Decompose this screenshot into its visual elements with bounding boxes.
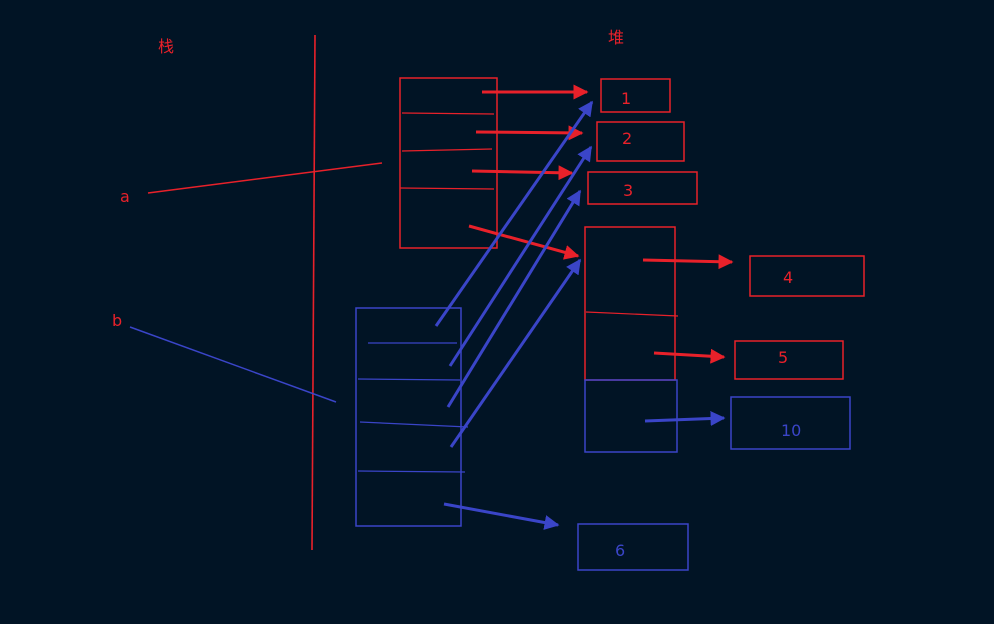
arrow-a1-to-2 — [475, 125, 584, 141]
arrow-b4-to-6 — [443, 502, 560, 530]
arrow-b3-to-nested — [449, 258, 582, 448]
heap-value-box — [749, 255, 865, 297]
variable-a-label: a — [120, 187, 130, 206]
arrow-b2-to-3 — [446, 189, 582, 408]
heap-label: 堆 — [608, 28, 624, 47]
heap-value-box — [730, 396, 851, 450]
heap-value-text: 6 — [615, 541, 625, 560]
heap-value-text: 4 — [783, 268, 793, 287]
arrow-nested0-to-4 — [642, 254, 734, 270]
array-b-slot-divider — [357, 470, 466, 473]
variable-a-pointer — [147, 162, 383, 194]
heap-value-6: 6 — [577, 523, 689, 571]
array-a-box — [399, 77, 498, 249]
array-a — [399, 77, 498, 249]
array-a-slot-divider — [399, 187, 495, 190]
heap-value-box — [596, 121, 685, 162]
arrow-a2-to-3 — [471, 165, 574, 181]
nested-array-slot-divider — [585, 311, 679, 317]
arrow-b0-to-1 — [434, 100, 594, 327]
nested-array-blue-box — [584, 379, 678, 453]
heap-value-10: 10 — [730, 396, 851, 450]
arrow-nested1-to-5 — [653, 348, 726, 364]
heap-value-box — [734, 340, 844, 380]
heap-value-box — [577, 523, 689, 571]
array-a-slot-divider — [401, 148, 493, 152]
array-a-slot-divider — [401, 112, 495, 115]
array-b-slot-divider — [357, 378, 461, 381]
arrow-nested2-to-10 — [644, 411, 726, 427]
heap-value-text: 10 — [781, 421, 801, 440]
heap-value-2: 2 — [596, 121, 685, 162]
stack-heap-divider — [311, 34, 316, 551]
heap-value-text: 3 — [623, 181, 633, 200]
heap-value-1: 1 — [600, 78, 671, 113]
heap-value-3: 3 — [587, 171, 698, 205]
heap-value-box — [587, 171, 698, 205]
array-b — [355, 307, 469, 527]
nested-array-red-box — [584, 226, 676, 381]
variable-b-pointer — [129, 326, 337, 403]
arrow-b1-to-2 — [448, 145, 593, 367]
array-b-slot-divider — [359, 421, 469, 428]
arrow-a3-to-nested — [468, 224, 580, 260]
array-b-box — [355, 307, 462, 527]
heap-value-box — [600, 78, 671, 113]
heap-value-text: 2 — [622, 129, 632, 148]
heap-value-text: 5 — [778, 348, 788, 367]
stack-label: 栈 — [158, 37, 174, 56]
heap-value-text: 1 — [621, 89, 631, 108]
heap-value-5: 5 — [734, 340, 844, 380]
heap-value-4: 4 — [749, 255, 865, 297]
nested-array — [584, 226, 679, 453]
variable-b-label: b — [112, 311, 122, 330]
